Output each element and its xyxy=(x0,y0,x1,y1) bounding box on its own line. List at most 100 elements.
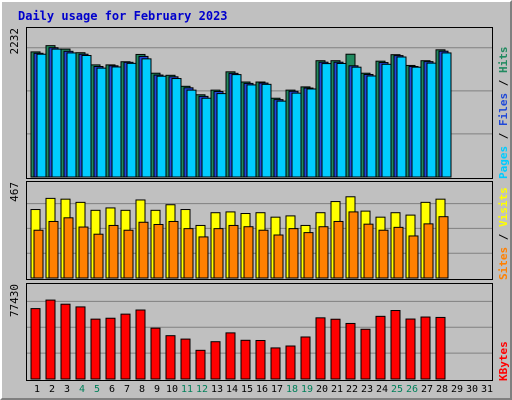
kbytes-panel xyxy=(26,283,493,381)
visits-sites-panel xyxy=(26,181,493,280)
pages-bar xyxy=(276,100,287,178)
day-label: 31 xyxy=(480,384,494,395)
day-label: 9 xyxy=(153,384,161,395)
day-label: 27 xyxy=(420,384,434,395)
kbytes-bar xyxy=(30,308,41,380)
sites-bar xyxy=(438,216,449,279)
legend-separator: / xyxy=(497,227,510,247)
legend-separator: / xyxy=(497,73,510,93)
kbytes-bar xyxy=(270,347,281,380)
sites-bar xyxy=(78,226,89,279)
pages-bar xyxy=(111,66,122,178)
day-label: 12 xyxy=(195,384,209,395)
sites-bar xyxy=(228,224,239,279)
bottom-panel-ymax-label: 77430 xyxy=(8,284,21,318)
kbytes-bar xyxy=(435,316,446,380)
kbytes-bar xyxy=(285,345,296,380)
top-panel-legend: Pages / Files / Hits xyxy=(497,27,510,180)
pages-bar xyxy=(216,93,227,178)
pages-bar xyxy=(96,67,107,178)
pages-bar xyxy=(351,66,362,178)
kbytes-bar xyxy=(195,349,206,380)
day-axis: 1 2 3 4 5 6 7 8 9 10 11 12 13 14 15 16 17 18 19 20 21 22 23 24 2… xyxy=(26,384,493,398)
kbytes-bar xyxy=(150,327,161,380)
day-label: 30 xyxy=(465,384,479,395)
sites-bar xyxy=(63,217,74,279)
pages-bar xyxy=(366,75,377,178)
pages-bar xyxy=(186,89,197,178)
day-label: 11 xyxy=(180,384,194,395)
day-label: 21 xyxy=(330,384,344,395)
pages-bar xyxy=(81,54,92,178)
sites-bar xyxy=(303,232,314,279)
legend-hits: Hits xyxy=(497,46,510,74)
sites-bar xyxy=(123,229,134,279)
kbytes-bar xyxy=(345,322,356,380)
kbytes-bar xyxy=(405,318,416,380)
sites-bar xyxy=(168,220,179,279)
pages-bar xyxy=(126,62,137,178)
day-label: 29 xyxy=(450,384,464,395)
pages-bar xyxy=(201,97,212,178)
day-label: 10 xyxy=(165,384,179,395)
kbytes-bar xyxy=(105,317,116,380)
pages-bar xyxy=(291,92,302,178)
day-label: 5 xyxy=(93,384,101,395)
day-label: 23 xyxy=(360,384,374,395)
sites-bar xyxy=(258,229,269,279)
kbytes-bar xyxy=(180,338,191,380)
legend-files: Files xyxy=(497,92,510,126)
sites-bar xyxy=(93,233,104,279)
pages-bar xyxy=(261,83,272,178)
day-label: 13 xyxy=(210,384,224,395)
legend-pages: Pages xyxy=(497,145,510,179)
sites-bar xyxy=(348,211,359,279)
kbytes-bar xyxy=(165,335,176,380)
sites-bar xyxy=(318,226,329,279)
kbytes-bar xyxy=(300,336,311,380)
pages-bar xyxy=(171,78,182,178)
day-label: 28 xyxy=(435,384,449,395)
day-label: 6 xyxy=(108,384,116,395)
kbytes-bar xyxy=(90,318,101,380)
sites-bar xyxy=(288,228,299,279)
sites-bar xyxy=(408,235,419,279)
kbytes-bar xyxy=(315,317,326,380)
kbytes-bar xyxy=(225,332,236,380)
bottom-panel-svg xyxy=(27,299,492,380)
pages-bar xyxy=(156,75,167,178)
kbytes-bar xyxy=(240,339,251,380)
kbytes-bar xyxy=(360,328,371,380)
middle-panel-legend: Sites / Visits xyxy=(497,181,510,280)
sites-bar xyxy=(333,220,344,279)
sites-bar xyxy=(273,234,284,279)
day-label: 24 xyxy=(375,384,389,395)
sites-bar xyxy=(183,228,194,279)
pages-bar xyxy=(231,74,242,178)
day-label: 14 xyxy=(225,384,239,395)
kbytes-bar xyxy=(60,303,71,380)
sites-bar xyxy=(138,221,149,279)
kbytes-bar xyxy=(120,313,131,380)
day-label: 16 xyxy=(255,384,269,395)
day-label: 17 xyxy=(270,384,284,395)
sites-bar xyxy=(378,229,389,279)
kbytes-bar xyxy=(255,339,266,380)
day-label: 25 xyxy=(390,384,404,395)
legend-separator: / xyxy=(497,126,510,146)
kbytes-bar xyxy=(135,309,146,380)
day-label: 4 xyxy=(78,384,86,395)
pages-bar xyxy=(141,58,152,178)
middle-panel-ymax-label: 467 xyxy=(8,182,21,202)
sites-bar xyxy=(423,223,434,279)
pages-bar xyxy=(246,84,257,178)
pages-bar xyxy=(51,48,62,178)
top-panel-svg xyxy=(27,45,492,178)
legend-kbytes: KBytes xyxy=(497,341,510,381)
day-label: 22 xyxy=(345,384,359,395)
day-label: 1 xyxy=(33,384,41,395)
sites-bar xyxy=(198,236,209,279)
pages-bar xyxy=(36,53,47,178)
pages-bar xyxy=(381,63,392,178)
